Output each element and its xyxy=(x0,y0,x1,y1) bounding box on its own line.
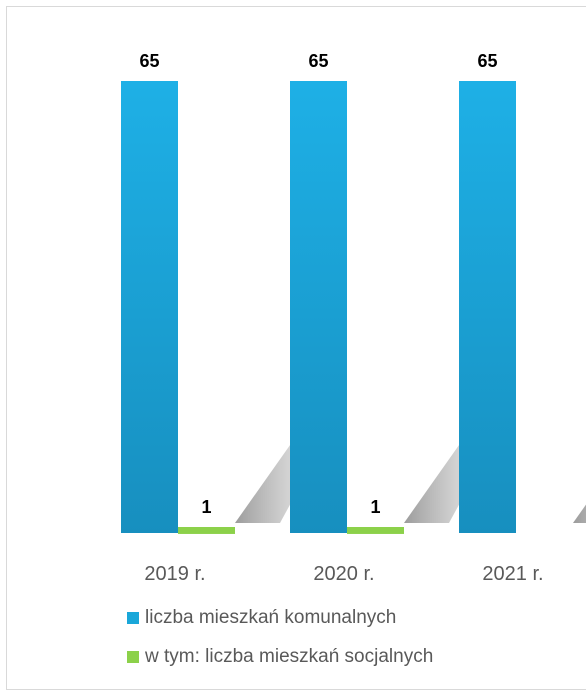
data-label-komunalne: 65 xyxy=(139,51,159,71)
legend-label-komunalne: liczba mieszkań komunalnych xyxy=(145,607,397,628)
x-axis-tick-labels: 2019 r. 2020 r. 2021 r. xyxy=(144,563,543,585)
bar-komunalne xyxy=(459,81,516,533)
x-tick-label: 2021 r. xyxy=(482,563,543,585)
legend-label-socjalne: w tym: liczba mieszkań socjalnych xyxy=(145,646,434,667)
legend-item-socjalne: w tym: liczba mieszkań socjalnych xyxy=(127,646,433,668)
x-tick-label: 2019 r. xyxy=(144,563,205,585)
bar-shadow xyxy=(573,504,586,523)
data-label-socjalne: 1 xyxy=(370,497,380,517)
bar-socjalne xyxy=(178,527,235,534)
bar-socjalne xyxy=(347,527,404,534)
bar-shadows xyxy=(235,413,586,523)
data-label-komunalne: 65 xyxy=(477,51,497,71)
data-label-socjalne: 1 xyxy=(201,497,211,517)
bar-komunalne xyxy=(121,81,178,533)
data-label-komunalne: 65 xyxy=(308,51,328,71)
bar-chart: 65 1 65 1 65 2019 r. 2020 r. 2021 r. xyxy=(121,51,586,585)
legend: liczba mieszkań komunalnych w tym: liczb… xyxy=(127,607,433,685)
data-labels: 65 1 65 1 65 xyxy=(139,51,497,517)
legend-item-komunalne: liczba mieszkań komunalnych xyxy=(127,607,433,629)
legend-swatch-blue xyxy=(127,612,139,624)
legend-swatch-green xyxy=(127,651,139,663)
x-tick-label: 2020 r. xyxy=(313,563,374,585)
bars xyxy=(121,81,516,534)
chart-frame: 65 1 65 1 65 2019 r. 2020 r. 2021 r. liczba mi… xyxy=(6,6,586,690)
bar-komunalne xyxy=(290,81,347,533)
